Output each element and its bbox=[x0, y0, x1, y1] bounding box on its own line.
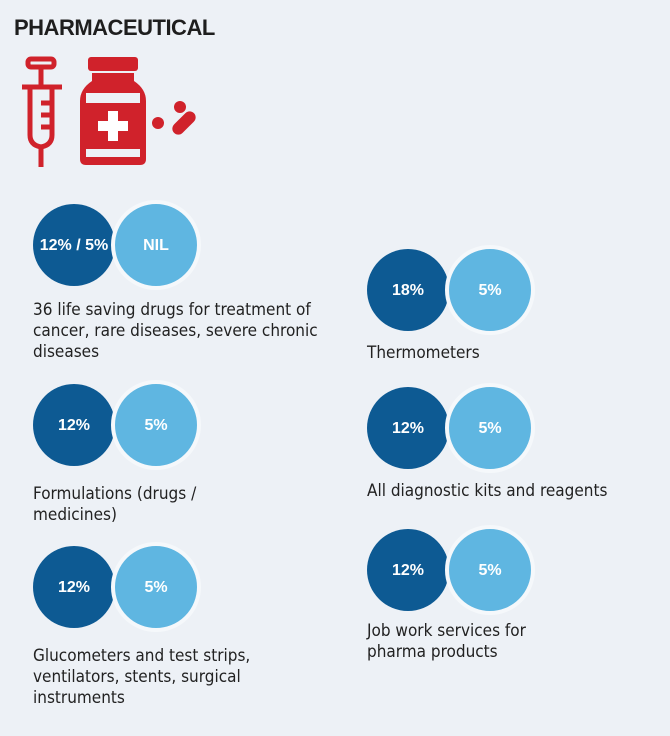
page-title: PHARMACEUTICAL bbox=[14, 15, 215, 40]
item-description: Glucometers and test strips, ventilators… bbox=[33, 646, 251, 708]
item-thermometers: 18% 5% Thermometers bbox=[367, 245, 670, 364]
item-formulations: 12% 5% Formulations (drugs / medicines) bbox=[33, 380, 223, 526]
new-rate-badge: 5% bbox=[445, 245, 535, 335]
item-job-work: 12% 5% Job work services for pharma produ… bbox=[367, 525, 577, 663]
new-rate-badge: 5% bbox=[111, 380, 201, 470]
old-rate-badge: 12% bbox=[33, 384, 115, 466]
pills-icon bbox=[152, 101, 196, 135]
item-life-saving-drugs: 12% / 5% NIL 36 life saving drugs for tre… bbox=[33, 200, 333, 363]
new-rate-badge: 5% bbox=[445, 383, 535, 473]
old-rate-badge: 12% bbox=[367, 529, 449, 611]
item-description: 36 life saving drugs for treatment of ca… bbox=[33, 300, 318, 362]
old-rate-badge: 12% bbox=[33, 546, 115, 628]
item-description: Thermometers bbox=[367, 343, 480, 363]
old-rate-badge: 18% bbox=[367, 249, 449, 331]
old-rate-badge: 12% / 5% bbox=[33, 204, 115, 286]
item-diagnostic-kits: 12% 5% All diagnostic kits and reagents bbox=[367, 383, 667, 502]
pharma-icons bbox=[20, 55, 200, 174]
item-description: All diagnostic kits and reagents bbox=[367, 481, 608, 501]
item-glucometers: 12% 5% Glucometers and test strips, venti… bbox=[33, 542, 293, 709]
item-description: Formulations (drugs / medicines) bbox=[33, 484, 197, 525]
new-rate-badge: 5% bbox=[111, 542, 201, 632]
medicine-bottle-icon bbox=[80, 57, 146, 165]
syringe-icon bbox=[22, 56, 62, 167]
old-rate-badge: 12% bbox=[367, 387, 449, 469]
new-rate-badge: 5% bbox=[445, 525, 535, 615]
item-description: Job work services for pharma products bbox=[367, 621, 526, 662]
new-rate-badge: NIL bbox=[111, 200, 201, 290]
